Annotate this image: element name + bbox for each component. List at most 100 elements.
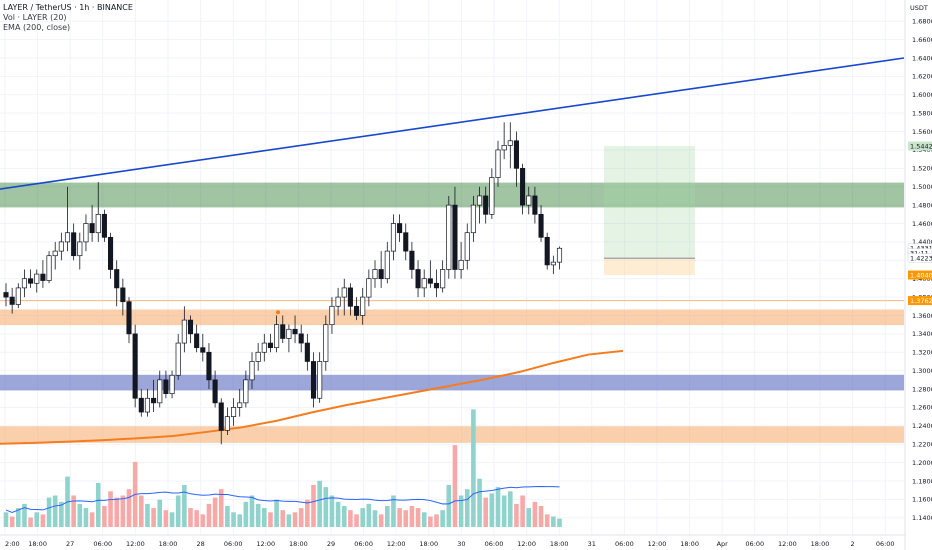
volume-bar <box>538 506 544 527</box>
candle-body <box>107 236 114 270</box>
volume-bar <box>255 503 261 527</box>
candle-body <box>46 255 52 281</box>
volume-bar <box>391 495 396 527</box>
candle-body <box>446 204 452 270</box>
time-axis-label: 12:00 <box>256 540 275 548</box>
price-axis-tick: 1.1400 <box>912 514 932 522</box>
candle-body <box>298 333 304 344</box>
price-axis-tick: 1.2400 <box>912 422 932 430</box>
time-axis-label: 18:00 <box>419 540 438 548</box>
price-axis-tick: 1.2800 <box>912 385 932 393</box>
candle-body <box>200 347 206 353</box>
price-axis-tick: 1.1800 <box>912 477 932 485</box>
time-axis-label: 06:00 <box>485 540 504 548</box>
candle-body <box>323 324 329 362</box>
time-axis-label: 18:00 <box>680 540 699 548</box>
volume-bar <box>225 506 230 527</box>
volume-bar <box>9 516 15 527</box>
volume-bar <box>145 503 150 527</box>
volume-bar <box>163 510 169 527</box>
candle-body <box>101 213 107 238</box>
volume-bar <box>52 495 58 527</box>
time-axis-label: 29 <box>327 540 335 548</box>
volume-bar <box>200 514 206 527</box>
candle-body <box>181 319 187 344</box>
chart-legend: LAYER / TetherUS · 1h · BINANCE Vol · LA… <box>3 3 133 33</box>
time-axis-label: 12:00 <box>648 540 667 548</box>
candle-body <box>477 195 483 206</box>
time-axis-label: 06:00 <box>745 540 764 548</box>
candle-body <box>458 259 464 270</box>
volume-bar <box>471 409 476 527</box>
candle-body <box>21 278 28 289</box>
volume-bar <box>46 497 52 527</box>
volume-bar <box>59 501 64 527</box>
ema-200-line <box>0 349 624 445</box>
candle-body <box>34 273 40 284</box>
time-axis-label: 12:00 <box>778 540 797 548</box>
price-axis-tick: 1.5200 <box>912 165 932 173</box>
volume-bar <box>71 495 76 527</box>
candle-body <box>329 305 335 326</box>
price-axis-tick: 1.6600 <box>912 36 932 44</box>
time-axis-label: Apr <box>717 540 729 548</box>
candle-body <box>397 223 403 234</box>
price-axis-tick: 1.3400 <box>912 330 932 338</box>
volume-bar <box>495 487 501 527</box>
price-axis-tick: 1.6200 <box>912 73 932 81</box>
candle-body <box>274 324 280 349</box>
candle-body <box>470 204 476 234</box>
candle-body <box>347 287 353 307</box>
price-axis-tick: 1.4600 <box>912 220 932 228</box>
candle-body <box>243 379 249 404</box>
candle-body <box>507 140 513 146</box>
candle-body <box>378 269 384 280</box>
volume-bar <box>464 489 470 527</box>
volume-bar <box>341 506 347 527</box>
candle-body <box>372 269 378 280</box>
price-axis-tick: 1.3000 <box>912 367 932 375</box>
price-axis-tick: 1.2200 <box>912 441 932 449</box>
candle-body <box>52 250 58 257</box>
time-axis-label: 18:00 <box>550 540 569 548</box>
volume-bar <box>298 508 304 527</box>
position-profit-area <box>604 146 695 259</box>
volume-bar <box>378 514 384 527</box>
candle-body <box>114 269 120 289</box>
volume-bar <box>89 512 95 527</box>
candle-body <box>280 324 286 339</box>
volume-bar <box>28 517 33 527</box>
candle-body <box>224 416 230 431</box>
volume-bar <box>206 503 212 527</box>
volume-bar <box>452 445 458 527</box>
ema-indicator-label[interactable]: EMA (200, close) <box>3 23 71 32</box>
symbol-title[interactable]: LAYER / TetherUS · 1h · BINANCE <box>3 3 133 12</box>
volume-bar <box>526 508 532 527</box>
volume-bar <box>305 499 310 527</box>
price-tag <box>908 296 932 306</box>
blue-zone <box>0 374 904 391</box>
volume-bar <box>126 489 132 527</box>
volume-bar <box>520 495 525 527</box>
volume-indicator-label[interactable]: Vol · LAYER (20) <box>3 13 67 22</box>
price-axis-tick: 1.6000 <box>912 91 932 99</box>
candle-body <box>544 236 550 266</box>
candle-body <box>495 149 501 178</box>
volume-bar <box>262 508 267 527</box>
volume-bar <box>77 503 83 527</box>
candle-body <box>58 241 64 252</box>
candle-body <box>335 296 341 307</box>
candle-body <box>206 351 212 381</box>
candle-body <box>421 278 427 289</box>
volume-bar <box>249 495 255 527</box>
candle-body <box>538 213 544 238</box>
time-axis-label: 18:00 <box>159 540 178 548</box>
price-tag <box>907 253 932 263</box>
time-axis-label: 2 <box>851 540 855 548</box>
time-axis <box>0 535 905 550</box>
volume-bar <box>151 508 156 527</box>
candle-body <box>489 177 495 215</box>
orange-zone-lower <box>0 426 904 443</box>
